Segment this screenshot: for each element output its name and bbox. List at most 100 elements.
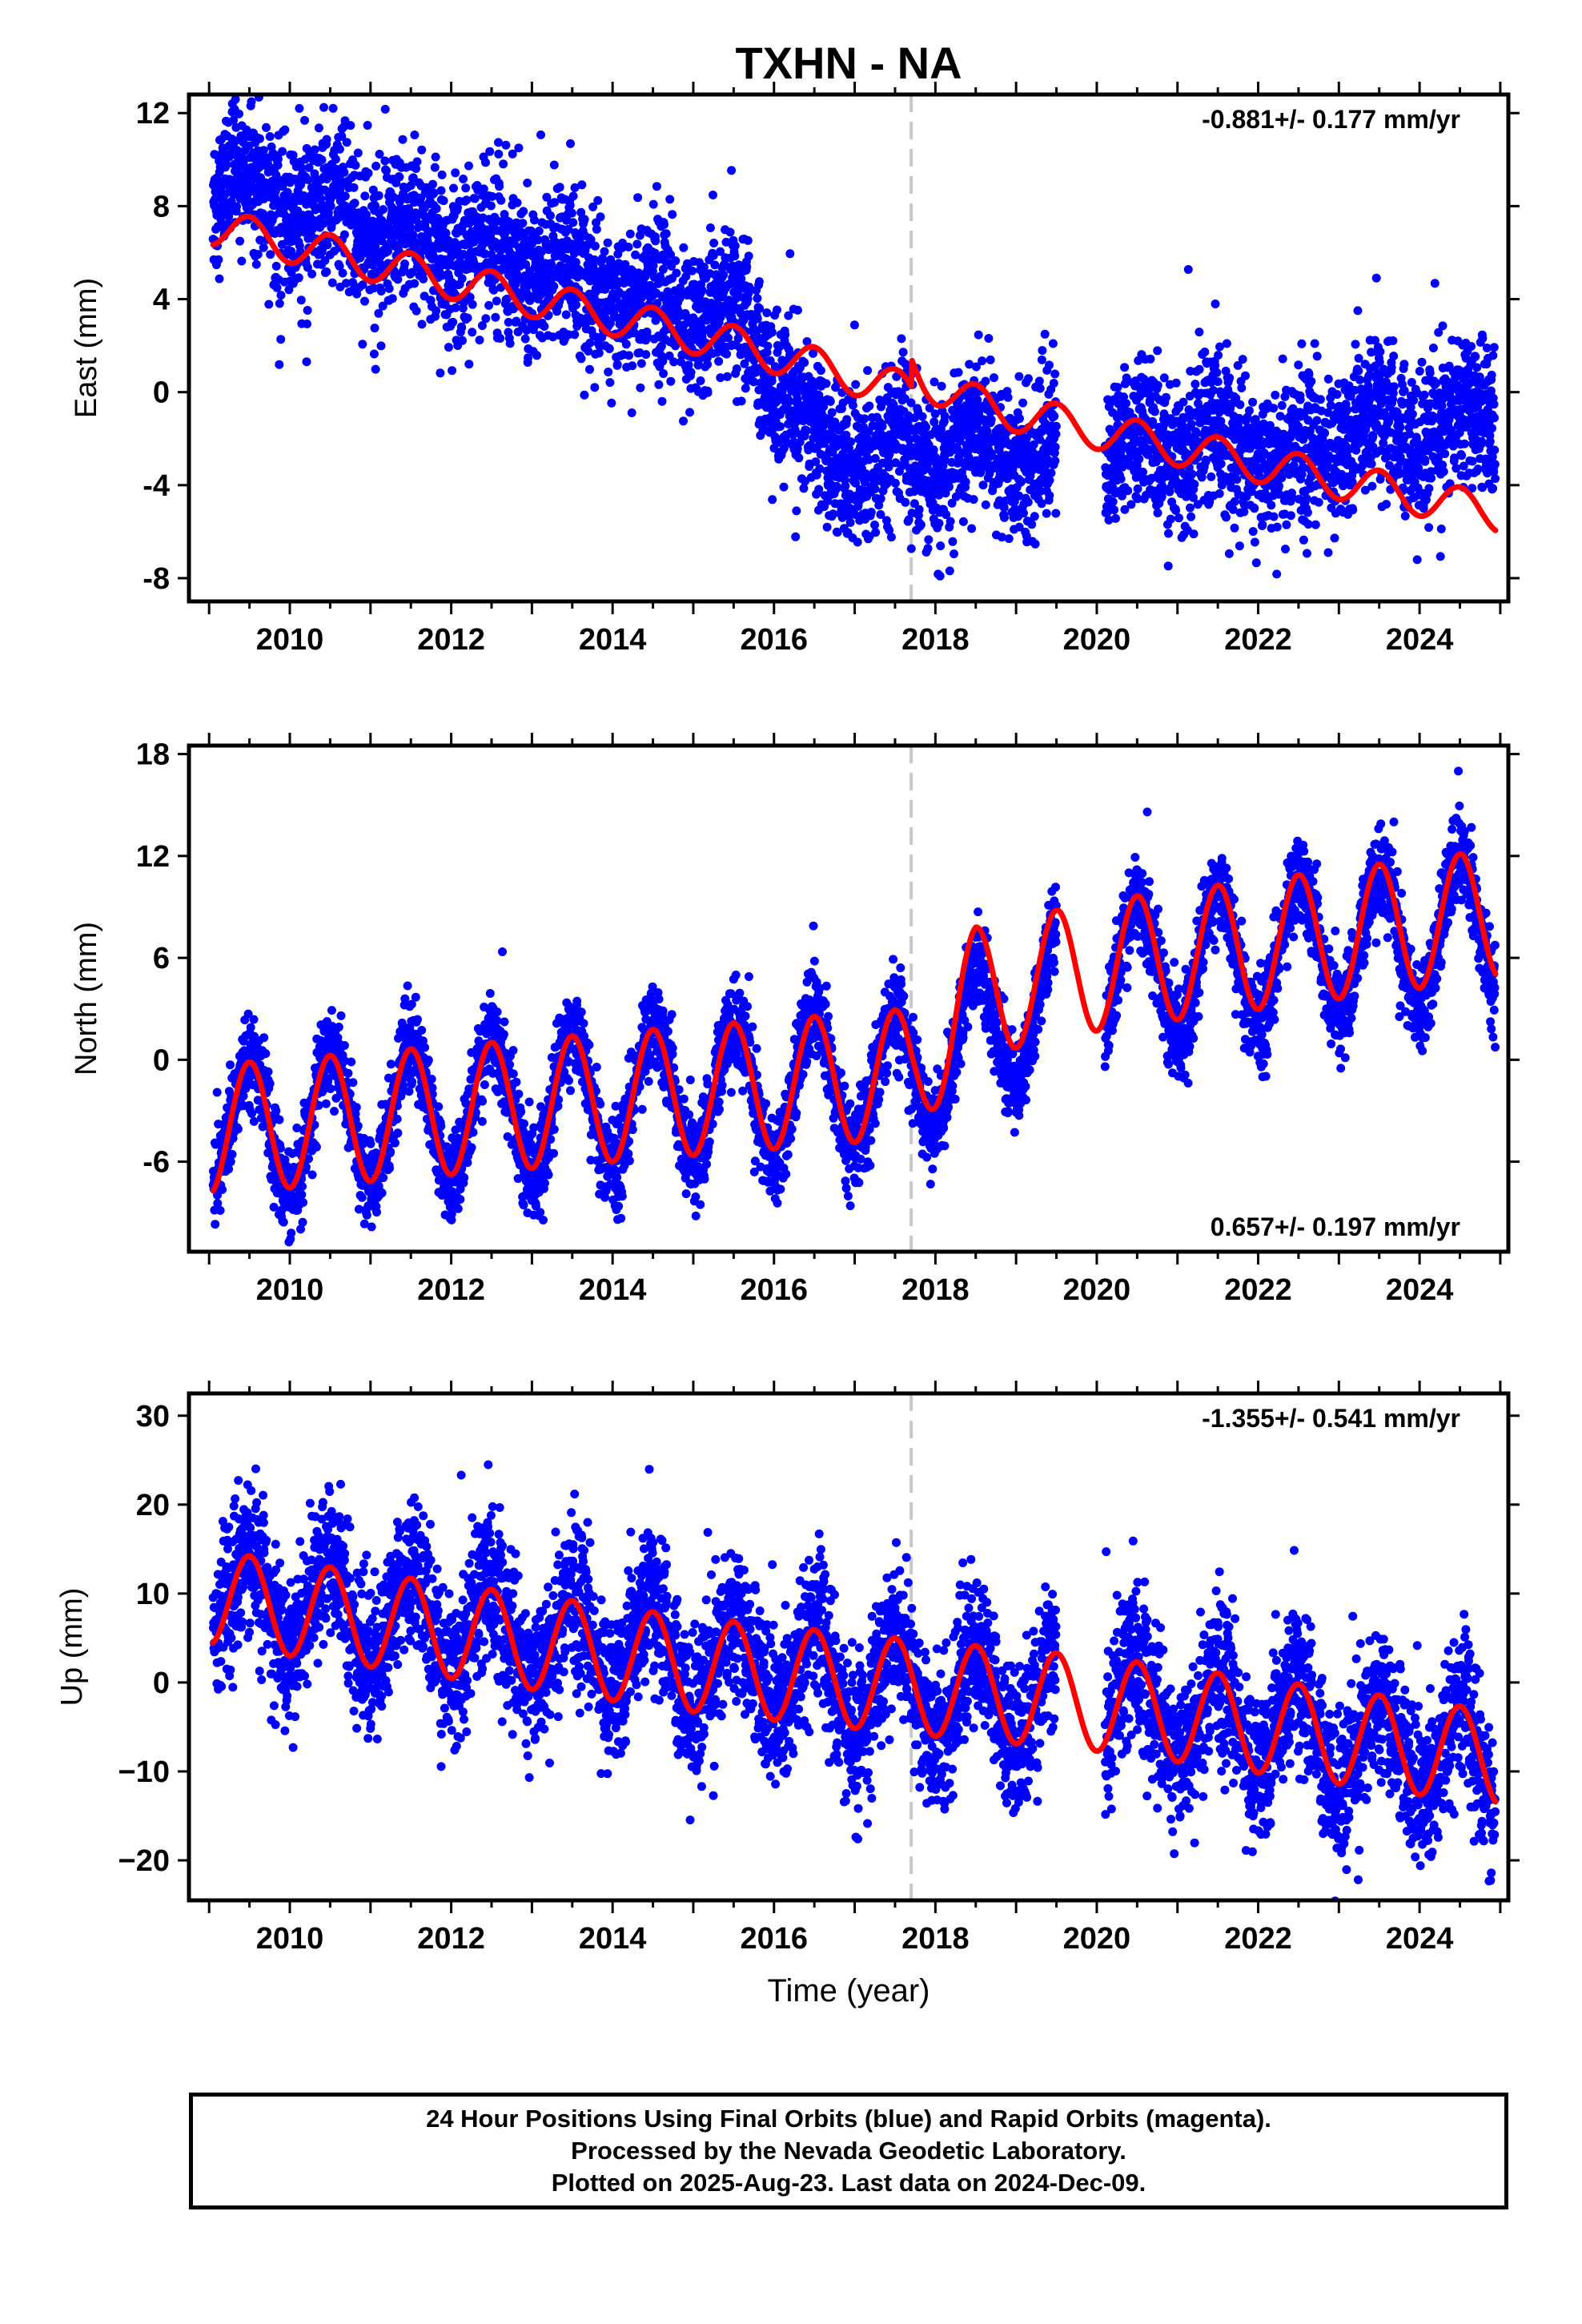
data-point xyxy=(1230,523,1239,533)
data-point xyxy=(791,532,801,541)
data-point xyxy=(419,274,428,283)
data-point xyxy=(742,262,752,271)
data-point xyxy=(906,544,916,553)
data-point xyxy=(1017,476,1026,486)
data-point xyxy=(451,168,460,178)
data-point xyxy=(636,383,645,392)
data-point xyxy=(519,207,528,216)
data-point xyxy=(505,339,515,348)
data-point xyxy=(464,161,473,171)
data-point xyxy=(237,256,247,266)
data-point xyxy=(348,278,358,287)
data-point xyxy=(661,229,671,239)
data-point xyxy=(382,166,391,175)
data-point xyxy=(1258,520,1267,529)
data-point xyxy=(914,505,924,514)
data-point xyxy=(635,231,644,240)
data-point xyxy=(1174,513,1183,523)
data-point xyxy=(1212,368,1222,377)
data-point xyxy=(1035,384,1045,393)
data-point xyxy=(590,241,600,251)
data-point xyxy=(917,412,927,421)
data-point xyxy=(722,372,732,381)
data-point xyxy=(461,183,471,193)
data-point xyxy=(439,196,448,206)
data-point xyxy=(499,159,508,169)
data-point xyxy=(719,270,729,279)
data-point xyxy=(294,273,303,283)
data-point xyxy=(388,192,398,202)
data-point xyxy=(721,237,731,247)
data-point xyxy=(984,334,994,343)
data-point xyxy=(412,164,421,173)
data-point xyxy=(651,236,661,246)
data-point xyxy=(1150,407,1159,416)
data-point xyxy=(464,360,474,369)
data-point xyxy=(524,353,532,363)
data-point xyxy=(1315,395,1325,404)
data-point xyxy=(1187,469,1197,479)
data-point xyxy=(499,237,508,247)
data-point xyxy=(444,343,453,352)
data-point xyxy=(1200,348,1210,356)
data-point xyxy=(853,537,862,547)
data-point xyxy=(688,266,697,275)
data-point xyxy=(521,259,531,269)
data-point xyxy=(767,328,777,337)
data-point xyxy=(821,379,831,388)
data-point xyxy=(1375,347,1385,356)
data-point xyxy=(1113,383,1122,392)
data-point xyxy=(776,422,785,432)
data-point xyxy=(832,481,841,491)
data-point xyxy=(376,287,386,296)
data-point xyxy=(1388,336,1398,345)
data-point xyxy=(1163,561,1173,571)
chart-title: TXHN - NA xyxy=(735,38,962,88)
data-point xyxy=(283,187,292,197)
data-point xyxy=(412,157,422,167)
data-point xyxy=(463,313,472,323)
data-point xyxy=(360,191,370,201)
data-point xyxy=(275,299,284,308)
data-point xyxy=(1354,366,1363,376)
data-point xyxy=(295,103,304,113)
data-point xyxy=(978,356,987,366)
data-point xyxy=(1211,300,1220,308)
data-point xyxy=(940,412,950,421)
data-point xyxy=(380,156,390,166)
data-point xyxy=(468,328,477,337)
data-point xyxy=(604,368,613,376)
data-point xyxy=(495,182,504,191)
data-point xyxy=(732,364,741,373)
data-point xyxy=(1186,503,1195,513)
data-point xyxy=(1051,421,1061,431)
data-point xyxy=(659,369,669,378)
data-point xyxy=(743,235,753,245)
data-point xyxy=(586,235,596,244)
data-point xyxy=(502,294,512,304)
data-point xyxy=(1222,513,1231,522)
data-point xyxy=(441,228,451,238)
data-point xyxy=(935,571,945,581)
data-point xyxy=(235,236,245,246)
data-point xyxy=(669,357,679,367)
data-point xyxy=(699,263,709,271)
data-point xyxy=(866,508,876,517)
data-point xyxy=(380,104,390,114)
data-point xyxy=(870,485,880,493)
data-point xyxy=(331,155,340,164)
data-point xyxy=(1004,534,1014,544)
data-point xyxy=(585,364,594,374)
data-point xyxy=(1272,522,1282,532)
data-point xyxy=(327,278,337,287)
data-point xyxy=(571,258,580,267)
data-point xyxy=(417,320,427,329)
data-point xyxy=(605,378,615,388)
data-point xyxy=(1191,380,1200,389)
data-point xyxy=(1214,351,1223,360)
data-point xyxy=(1353,306,1363,316)
data-point xyxy=(946,517,955,526)
data-point xyxy=(300,115,309,125)
data-point xyxy=(709,239,719,247)
data-point xyxy=(400,259,409,268)
